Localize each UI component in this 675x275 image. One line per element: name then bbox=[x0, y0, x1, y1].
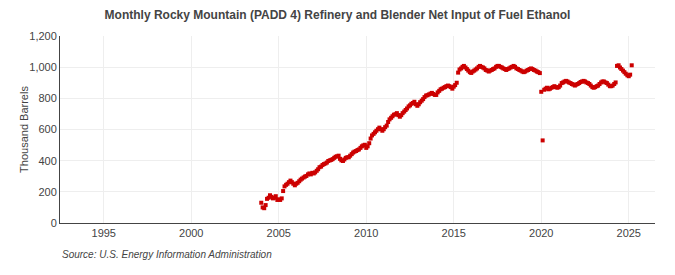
svg-text:1,200: 1,200 bbox=[29, 30, 57, 42]
svg-text:2025: 2025 bbox=[617, 227, 641, 239]
svg-text:2005: 2005 bbox=[267, 227, 291, 239]
svg-text:2000: 2000 bbox=[179, 227, 203, 239]
svg-text:400: 400 bbox=[38, 155, 56, 167]
svg-text:Monthly Rocky Mountain (PADD 4: Monthly Rocky Mountain (PADD 4) Refinery… bbox=[105, 8, 571, 22]
svg-text:600: 600 bbox=[38, 123, 56, 135]
svg-text:1,000: 1,000 bbox=[29, 61, 57, 73]
svg-text:2015: 2015 bbox=[442, 227, 466, 239]
svg-text:Source: U.S. Energy Informatio: Source: U.S. Energy Information Administ… bbox=[62, 249, 272, 260]
svg-text:2010: 2010 bbox=[354, 227, 378, 239]
svg-text:1995: 1995 bbox=[92, 227, 116, 239]
svg-text:0: 0 bbox=[51, 217, 57, 229]
svg-text:2020: 2020 bbox=[529, 227, 553, 239]
svg-text:800: 800 bbox=[38, 92, 56, 104]
svg-text:200: 200 bbox=[38, 186, 56, 198]
svg-text:Thousand Barrels: Thousand Barrels bbox=[18, 86, 30, 173]
